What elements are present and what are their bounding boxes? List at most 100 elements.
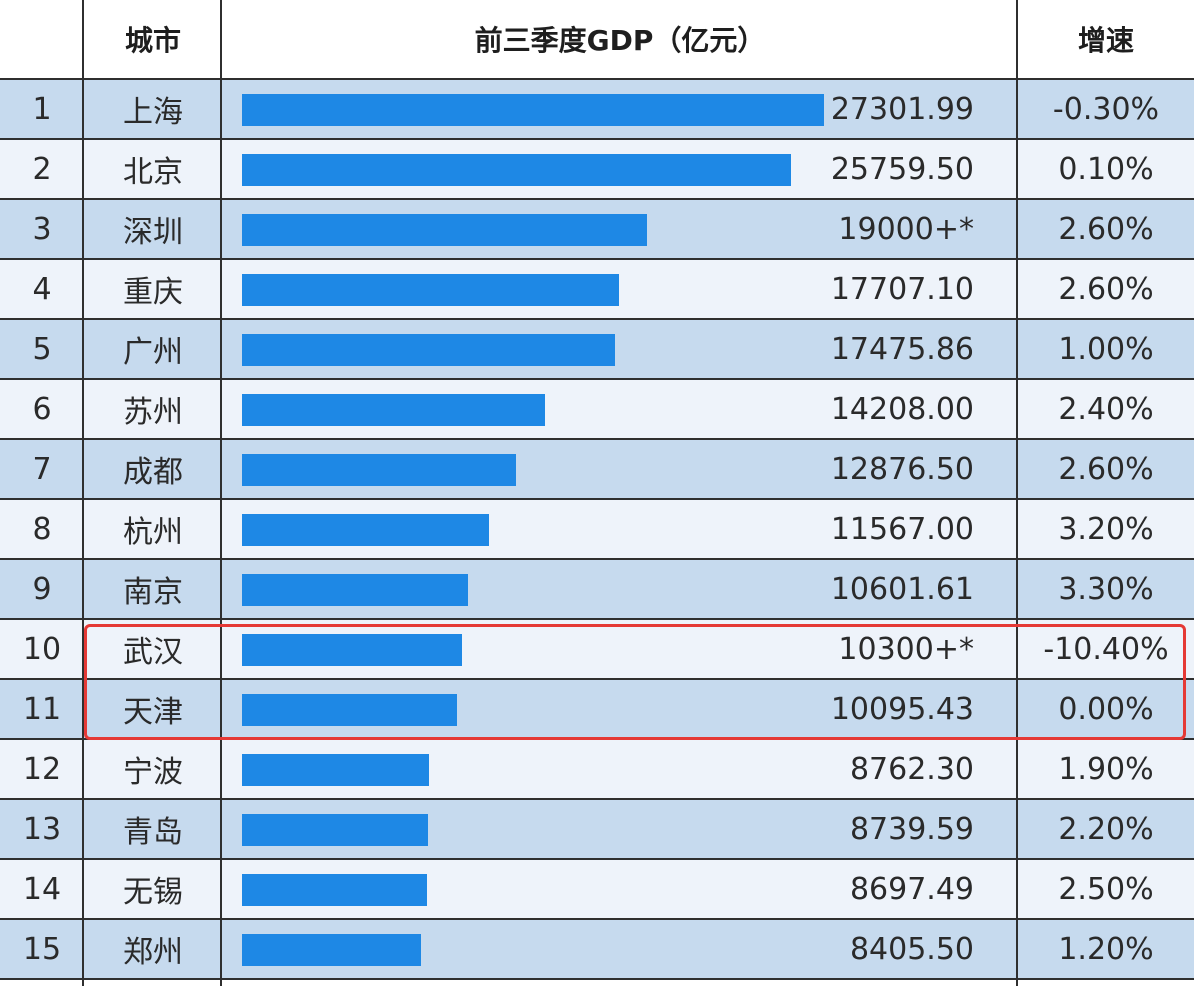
header-city: 城市	[124, 24, 181, 57]
growth-rate-cell: 0.00%	[1058, 691, 1154, 727]
gdp-value-label: 11567.00	[830, 511, 974, 547]
rank-cell: 7	[32, 451, 52, 487]
gdp-bar	[242, 454, 516, 486]
city-cell: 广州	[123, 335, 183, 370]
rank-cell: 15	[22, 931, 62, 967]
gdp-value-label: 10601.61	[830, 571, 974, 607]
gdp-value-label: 17707.10	[830, 271, 974, 307]
gdp-cell: 10601.61	[222, 560, 1018, 618]
growth-rate-cell: 3.30%	[1058, 571, 1154, 607]
gdp-value-label: 10300+*	[838, 631, 974, 667]
gdp-bar	[242, 514, 489, 546]
table-row: 7 成都 12876.50 2.60%	[0, 440, 1194, 500]
gdp-cell: 14208.00	[222, 380, 1018, 438]
header-gdp: 前三季度GDP（亿元）	[474, 24, 766, 57]
table-row: 9 南京 10601.61 3.30%	[0, 560, 1194, 620]
city-cell: 宁波	[123, 755, 183, 790]
rank-cell: 4	[32, 271, 52, 307]
city-cell: 上海	[123, 95, 183, 130]
city-cell: 武汉	[123, 635, 183, 670]
growth-rate-cell: 0.10%	[1058, 151, 1154, 187]
gdp-bar	[242, 754, 429, 786]
gdp-cell: 8739.59	[222, 800, 1018, 858]
rank-cell: 2	[32, 151, 52, 187]
gdp-bar	[242, 274, 619, 306]
table-row: 15 郑州 8405.50 1.20%	[0, 920, 1194, 980]
city-cell: 青岛	[123, 815, 183, 850]
table-row: 1 上海 27301.99 -0.30%	[0, 80, 1194, 140]
gdp-value-label: 8762.30	[849, 751, 974, 787]
city-cell: 重庆	[123, 275, 183, 310]
table-row: 10 武汉 10300+* -10.40%	[0, 620, 1194, 680]
gdp-bar	[242, 934, 421, 966]
rank-cell: 8	[32, 511, 52, 547]
header-rank	[0, 0, 84, 78]
table-row: 13 青岛 8739.59 2.20%	[0, 800, 1194, 860]
city-cell: 深圳	[123, 215, 183, 250]
rank-cell: 6	[32, 391, 52, 427]
gdp-value-label: 12876.50	[830, 451, 974, 487]
column-divider	[220, 0, 222, 986]
gdp-cell: 10300+*	[222, 620, 1018, 678]
gdp-value-label: 19000+*	[838, 211, 974, 247]
growth-rate-cell: 1.90%	[1058, 751, 1154, 787]
gdp-bar	[242, 694, 457, 726]
table-row: 14 无锡 8697.49 2.50%	[0, 860, 1194, 920]
growth-rate-cell: 2.40%	[1058, 391, 1154, 427]
gdp-cell: 8762.30	[222, 740, 1018, 798]
growth-rate-cell: 2.20%	[1058, 811, 1154, 847]
city-cell: 天津	[123, 695, 183, 730]
gdp-cell: 10095.43	[222, 680, 1018, 738]
table-row: 6 苏州 14208.00 2.40%	[0, 380, 1194, 440]
growth-rate-cell: -10.40%	[1043, 631, 1169, 667]
table-row: 11 天津 10095.43 0.00%	[0, 680, 1194, 740]
gdp-bar	[242, 94, 824, 126]
gdp-cell: 11567.00	[222, 500, 1018, 558]
city-cell: 无锡	[123, 875, 183, 910]
rank-cell: 10	[22, 631, 62, 667]
table-row: 8 杭州 11567.00 3.20%	[0, 500, 1194, 560]
gdp-bar	[242, 214, 647, 246]
table-row: 4 重庆 17707.10 2.60%	[0, 260, 1194, 320]
growth-rate-cell: 2.60%	[1058, 271, 1154, 307]
gdp-cell: 8697.49	[222, 860, 1018, 918]
gdp-bar	[242, 814, 428, 846]
city-cell: 杭州	[123, 515, 183, 550]
table-row: 5 广州 17475.86 1.00%	[0, 320, 1194, 380]
gdp-value-label: 17475.86	[830, 331, 974, 367]
gdp-value-label: 27301.99	[830, 91, 974, 127]
gdp-cell: 8405.50	[222, 920, 1018, 978]
table-row: 3 深圳 19000+* 2.60%	[0, 200, 1194, 260]
city-cell: 北京	[123, 155, 183, 190]
rank-cell: 13	[22, 811, 62, 847]
city-cell: 南京	[123, 575, 183, 610]
growth-rate-cell: 2.60%	[1058, 211, 1154, 247]
growth-rate-cell: 3.20%	[1058, 511, 1154, 547]
gdp-cell: 12876.50	[222, 440, 1018, 498]
rank-cell: 14	[22, 871, 62, 907]
gdp-cell: 27301.99	[222, 80, 1018, 138]
rank-cell: 11	[22, 691, 62, 727]
rank-cell: 1	[32, 91, 52, 127]
gdp-bar	[242, 574, 468, 606]
growth-rate-cell: -0.30%	[1052, 91, 1160, 127]
gdp-bar	[242, 874, 427, 906]
gdp-value-label: 8405.50	[849, 931, 974, 967]
gdp-bar	[242, 154, 791, 186]
gdp-bar	[242, 634, 462, 666]
table-row: 2 北京 25759.50 0.10%	[0, 140, 1194, 200]
gdp-cell: 17707.10	[222, 260, 1018, 318]
gdp-value-label: 8697.49	[849, 871, 974, 907]
gdp-value-label: 14208.00	[830, 391, 974, 427]
table-row: 12 宁波 8762.30 1.90%	[0, 740, 1194, 800]
city-cell: 成都	[123, 455, 183, 490]
growth-rate-cell: 2.60%	[1058, 451, 1154, 487]
growth-rate-cell: 1.00%	[1058, 331, 1154, 367]
growth-rate-cell: 2.50%	[1058, 871, 1154, 907]
city-cell: 苏州	[123, 395, 183, 430]
city-cell: 郑州	[123, 935, 183, 970]
gdp-cell: 17475.86	[222, 320, 1018, 378]
gdp-value-label: 10095.43	[830, 691, 974, 727]
gdp-bar	[242, 334, 615, 366]
